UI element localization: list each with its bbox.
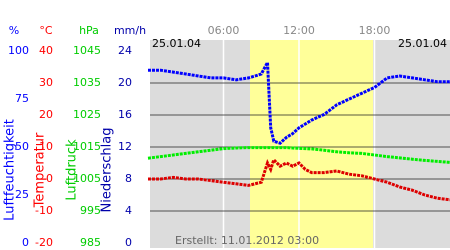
series-line — [148, 156, 450, 202]
axis-title: Temperatur — [33, 132, 48, 208]
series-line — [147, 146, 450, 164]
x-tick-label: 06:00 — [208, 24, 240, 37]
y-tick-label: 1015 — [73, 140, 101, 153]
y-tick-label: 1035 — [73, 76, 101, 89]
axis-title: Luftdruck — [65, 139, 80, 201]
date-left: 25.01.04 — [152, 37, 201, 50]
y-tick-label: 20 — [118, 76, 132, 89]
lines — [147, 57, 450, 202]
series-line — [148, 57, 450, 145]
axis-unit: % — [9, 24, 19, 37]
x-tick-label: 18:00 — [359, 24, 391, 37]
y-tick-label: 75 — [15, 92, 29, 105]
y-tick-label: 0 — [22, 236, 29, 249]
y-tick-label: 40 — [39, 44, 53, 57]
y-tick-label: 24 — [118, 44, 132, 57]
y-tick-label: 995 — [80, 204, 101, 217]
date-right: 25.01.04 — [398, 37, 447, 50]
grid — [150, 40, 450, 248]
footer: Erstellt: 11.01.2012 03:00 — [175, 234, 319, 247]
axis-unit: °C — [39, 24, 53, 37]
y-tick-label: 8 — [125, 172, 132, 185]
y-tick-label: 1025 — [73, 108, 101, 121]
daylight-band — [250, 40, 373, 248]
axis-title: Niederschlag — [100, 128, 115, 213]
y-tick-label: 100 — [8, 44, 29, 57]
y-tick-label: 4 — [125, 204, 132, 217]
x-tick-label: 12:00 — [283, 24, 315, 37]
y-tick-label: 25 — [15, 188, 29, 201]
y-tick-label: 10 — [39, 140, 53, 153]
y-tick-label: 0 — [46, 172, 53, 185]
y-tick-label: 0 — [125, 236, 132, 249]
y-tick-label: 12 — [118, 140, 132, 153]
y-tick-label: 16 — [118, 108, 132, 121]
axis-title: Luftfeuchtigkeit — [3, 119, 18, 221]
y-tick-label: -20 — [35, 236, 53, 249]
y-tick-label: -10 — [35, 204, 53, 217]
y-tick-label: 1045 — [73, 44, 101, 57]
y-tick-label: 985 — [80, 236, 101, 249]
y-tick-label: 30 — [39, 76, 53, 89]
y-tick-label: 20 — [39, 108, 53, 121]
axis-unit: hPa — [79, 24, 99, 37]
y-tick-label: 50 — [15, 140, 29, 153]
axis-unit: mm/h — [114, 24, 146, 37]
y-tick-label: 1005 — [73, 172, 101, 185]
